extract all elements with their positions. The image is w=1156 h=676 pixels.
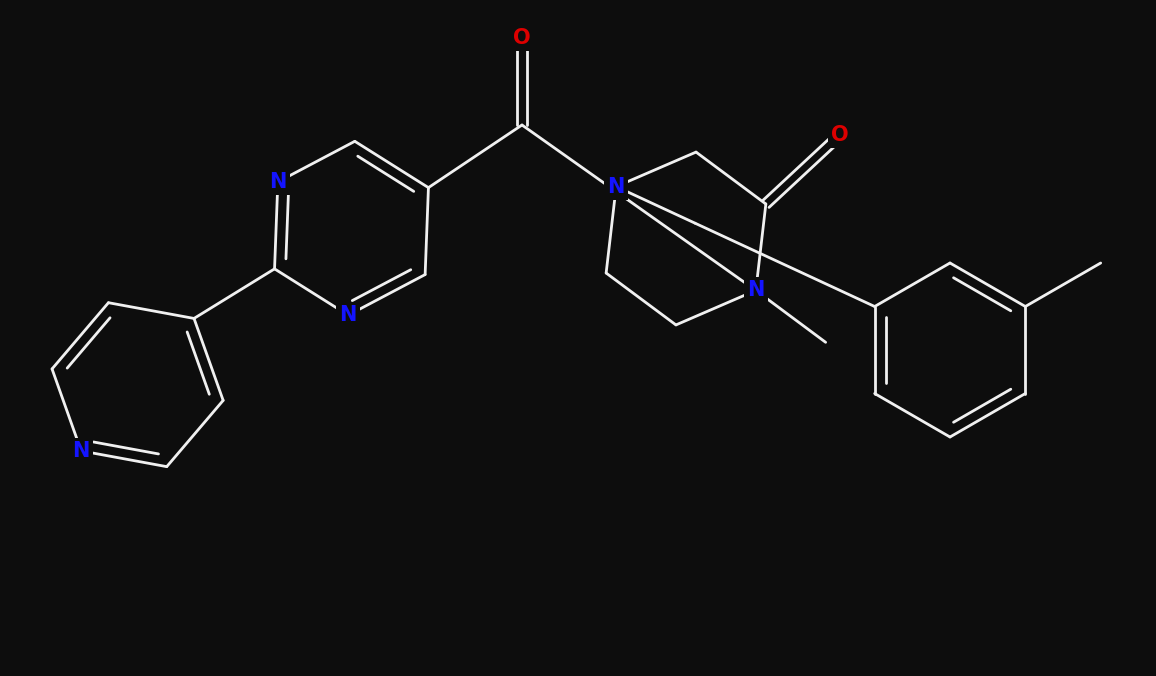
Text: N: N	[340, 305, 357, 325]
Text: N: N	[747, 281, 764, 300]
Text: N: N	[608, 176, 625, 197]
Text: N: N	[269, 172, 287, 192]
Text: O: O	[513, 28, 531, 48]
Text: O: O	[831, 125, 849, 145]
Text: N: N	[73, 441, 90, 461]
